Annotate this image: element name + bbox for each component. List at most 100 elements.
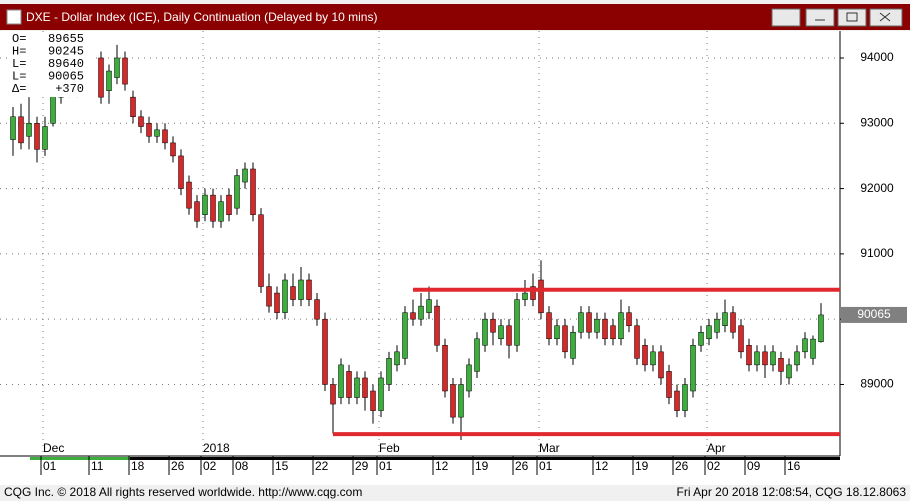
maximize-button[interactable] [837, 8, 867, 27]
candle-body [458, 384, 464, 418]
candle-body [18, 116, 24, 144]
ohlc-label: L= [12, 70, 26, 84]
x-tick-label: 15 [275, 459, 289, 473]
candle-body [290, 286, 296, 300]
candle-body [674, 390, 680, 411]
candle-body [786, 364, 792, 379]
ohlc-values: O= 89655 H= 90245 L= 89640 L= 90065 Δ= +370 [12, 32, 84, 96]
ohlc-value: 89655 [48, 32, 84, 46]
candle-body [626, 312, 632, 326]
candle-body [474, 338, 480, 372]
footer-left: CQG Inc. © 2018 All rights reserved worl… [4, 485, 362, 499]
x-tick-label: 12 [595, 459, 609, 473]
candle-body [234, 175, 240, 209]
candle-body [170, 142, 176, 157]
x-tick-label: 02 [707, 459, 721, 473]
y-tick-label: 91000 [860, 246, 894, 260]
candle-body [770, 351, 776, 366]
candle-body [218, 201, 224, 222]
x-tick-label: 01 [43, 459, 57, 473]
x-tick-label: 26 [675, 459, 689, 473]
x-tick-label: 09 [747, 459, 761, 473]
candle-body [370, 390, 376, 411]
candle-body [298, 279, 304, 300]
candle-body [114, 57, 120, 78]
ohlc-box [10, 33, 96, 97]
candle-body [762, 351, 768, 366]
candle-body [530, 286, 536, 300]
ohlc-label: H= [12, 45, 26, 59]
window-icon [6, 9, 22, 25]
month-label: 2018 [203, 441, 230, 455]
x-tick-label: 11 [91, 459, 104, 473]
candle-body [354, 377, 360, 398]
candle-body [378, 377, 384, 411]
link-button[interactable] [771, 8, 801, 27]
x-tick-label: 22 [315, 459, 329, 473]
candle-body [602, 318, 608, 340]
x-tick-label: 26 [515, 459, 529, 473]
y-tick-label: 92000 [860, 181, 894, 195]
candle-body [210, 194, 216, 222]
candle-body [250, 168, 256, 215]
ohlc-label: Δ= [12, 82, 26, 96]
candle-body [122, 57, 128, 85]
ohlc-value: 90245 [48, 45, 84, 59]
x-tick-label: 01 [379, 459, 393, 473]
candle-body [330, 384, 336, 405]
candle-body [450, 384, 456, 418]
candle-body [34, 123, 40, 150]
candle-body [794, 351, 800, 366]
month-label: Feb [379, 441, 400, 455]
y-tick-label: 89000 [860, 377, 894, 391]
candle-body [506, 325, 512, 346]
candle-body [442, 345, 448, 392]
ohlc-label: O= [12, 32, 26, 46]
candle-body [594, 318, 600, 333]
candle-body [522, 292, 528, 300]
candle-body [394, 351, 400, 366]
minimize-button[interactable] [805, 8, 835, 27]
candle-body [386, 358, 392, 385]
candle-body [130, 96, 136, 118]
candle-body [338, 364, 344, 398]
x-tick-label: 18 [131, 459, 145, 473]
candle-body [802, 338, 808, 353]
candle-body [514, 299, 520, 346]
candle-body [722, 312, 728, 326]
y-tick-label: 94000 [860, 50, 894, 64]
candle-body [138, 116, 144, 127]
time-bar [30, 457, 840, 460]
x-tick-label: 01 [539, 459, 553, 473]
x-tick-label: 08 [235, 459, 249, 473]
month-label: Dec [43, 441, 64, 455]
candle-body [730, 312, 736, 333]
candle-body [562, 325, 568, 353]
ohlc-value: 89640 [48, 57, 84, 71]
candle-body [778, 358, 784, 372]
candle-body [610, 325, 616, 340]
candle-body [362, 377, 368, 398]
candle-body [242, 168, 248, 183]
candle-body [642, 345, 648, 366]
ohlc-label: L= [12, 57, 26, 71]
x-tick-label: 02 [203, 459, 217, 473]
candle-body [282, 279, 288, 313]
x-tick-label: 29 [355, 459, 369, 473]
x-tick-label: 26 [171, 459, 185, 473]
candle-body [226, 194, 232, 215]
candle-body [418, 305, 424, 320]
ohlc-value: 90065 [48, 70, 84, 84]
candle-body [106, 70, 112, 91]
candle-body [650, 351, 656, 366]
candle-body [186, 181, 192, 209]
candle-body [810, 338, 816, 359]
month-label: Apr [707, 441, 726, 455]
candle-body [194, 201, 200, 222]
candle-body [570, 331, 576, 359]
candle-body [42, 126, 48, 150]
candle-body [258, 214, 264, 287]
candle-body [154, 129, 160, 137]
candle-body [554, 325, 560, 340]
